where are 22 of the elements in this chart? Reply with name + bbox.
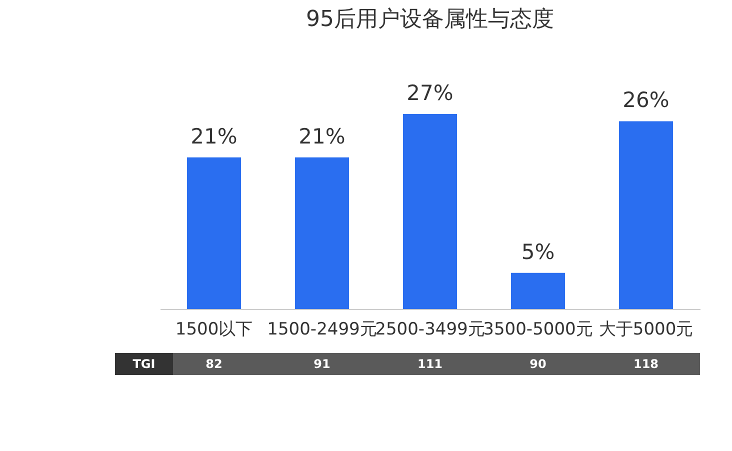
text: 90 [530, 356, 546, 373]
x-tick-label: 3500-5000元 [483, 320, 593, 340]
text: 91 [314, 356, 330, 373]
data-label: 27% [406, 81, 454, 105]
bar [295, 157, 349, 309]
chart-title: 95后用户设备属性与态度 [306, 7, 554, 32]
bar [619, 121, 673, 309]
text: 111 [417, 356, 443, 373]
data-label: 21% [190, 124, 238, 148]
x-tick-label: 大于5000元 [598, 320, 694, 340]
x-tick-label: 1500-2499元 [267, 320, 377, 340]
data-label: 21% [298, 124, 346, 148]
x-tick-label: 2500-3499元 [375, 320, 485, 340]
text: TGI [132, 356, 156, 373]
bar [403, 114, 457, 309]
text: 82 [206, 356, 222, 373]
x-tick-label: 1500以下 [175, 320, 253, 340]
bar [511, 272, 565, 309]
data-label: 26% [622, 88, 670, 112]
bar [187, 157, 241, 309]
text: 118 [633, 356, 659, 373]
data-label: 5% [521, 240, 555, 264]
